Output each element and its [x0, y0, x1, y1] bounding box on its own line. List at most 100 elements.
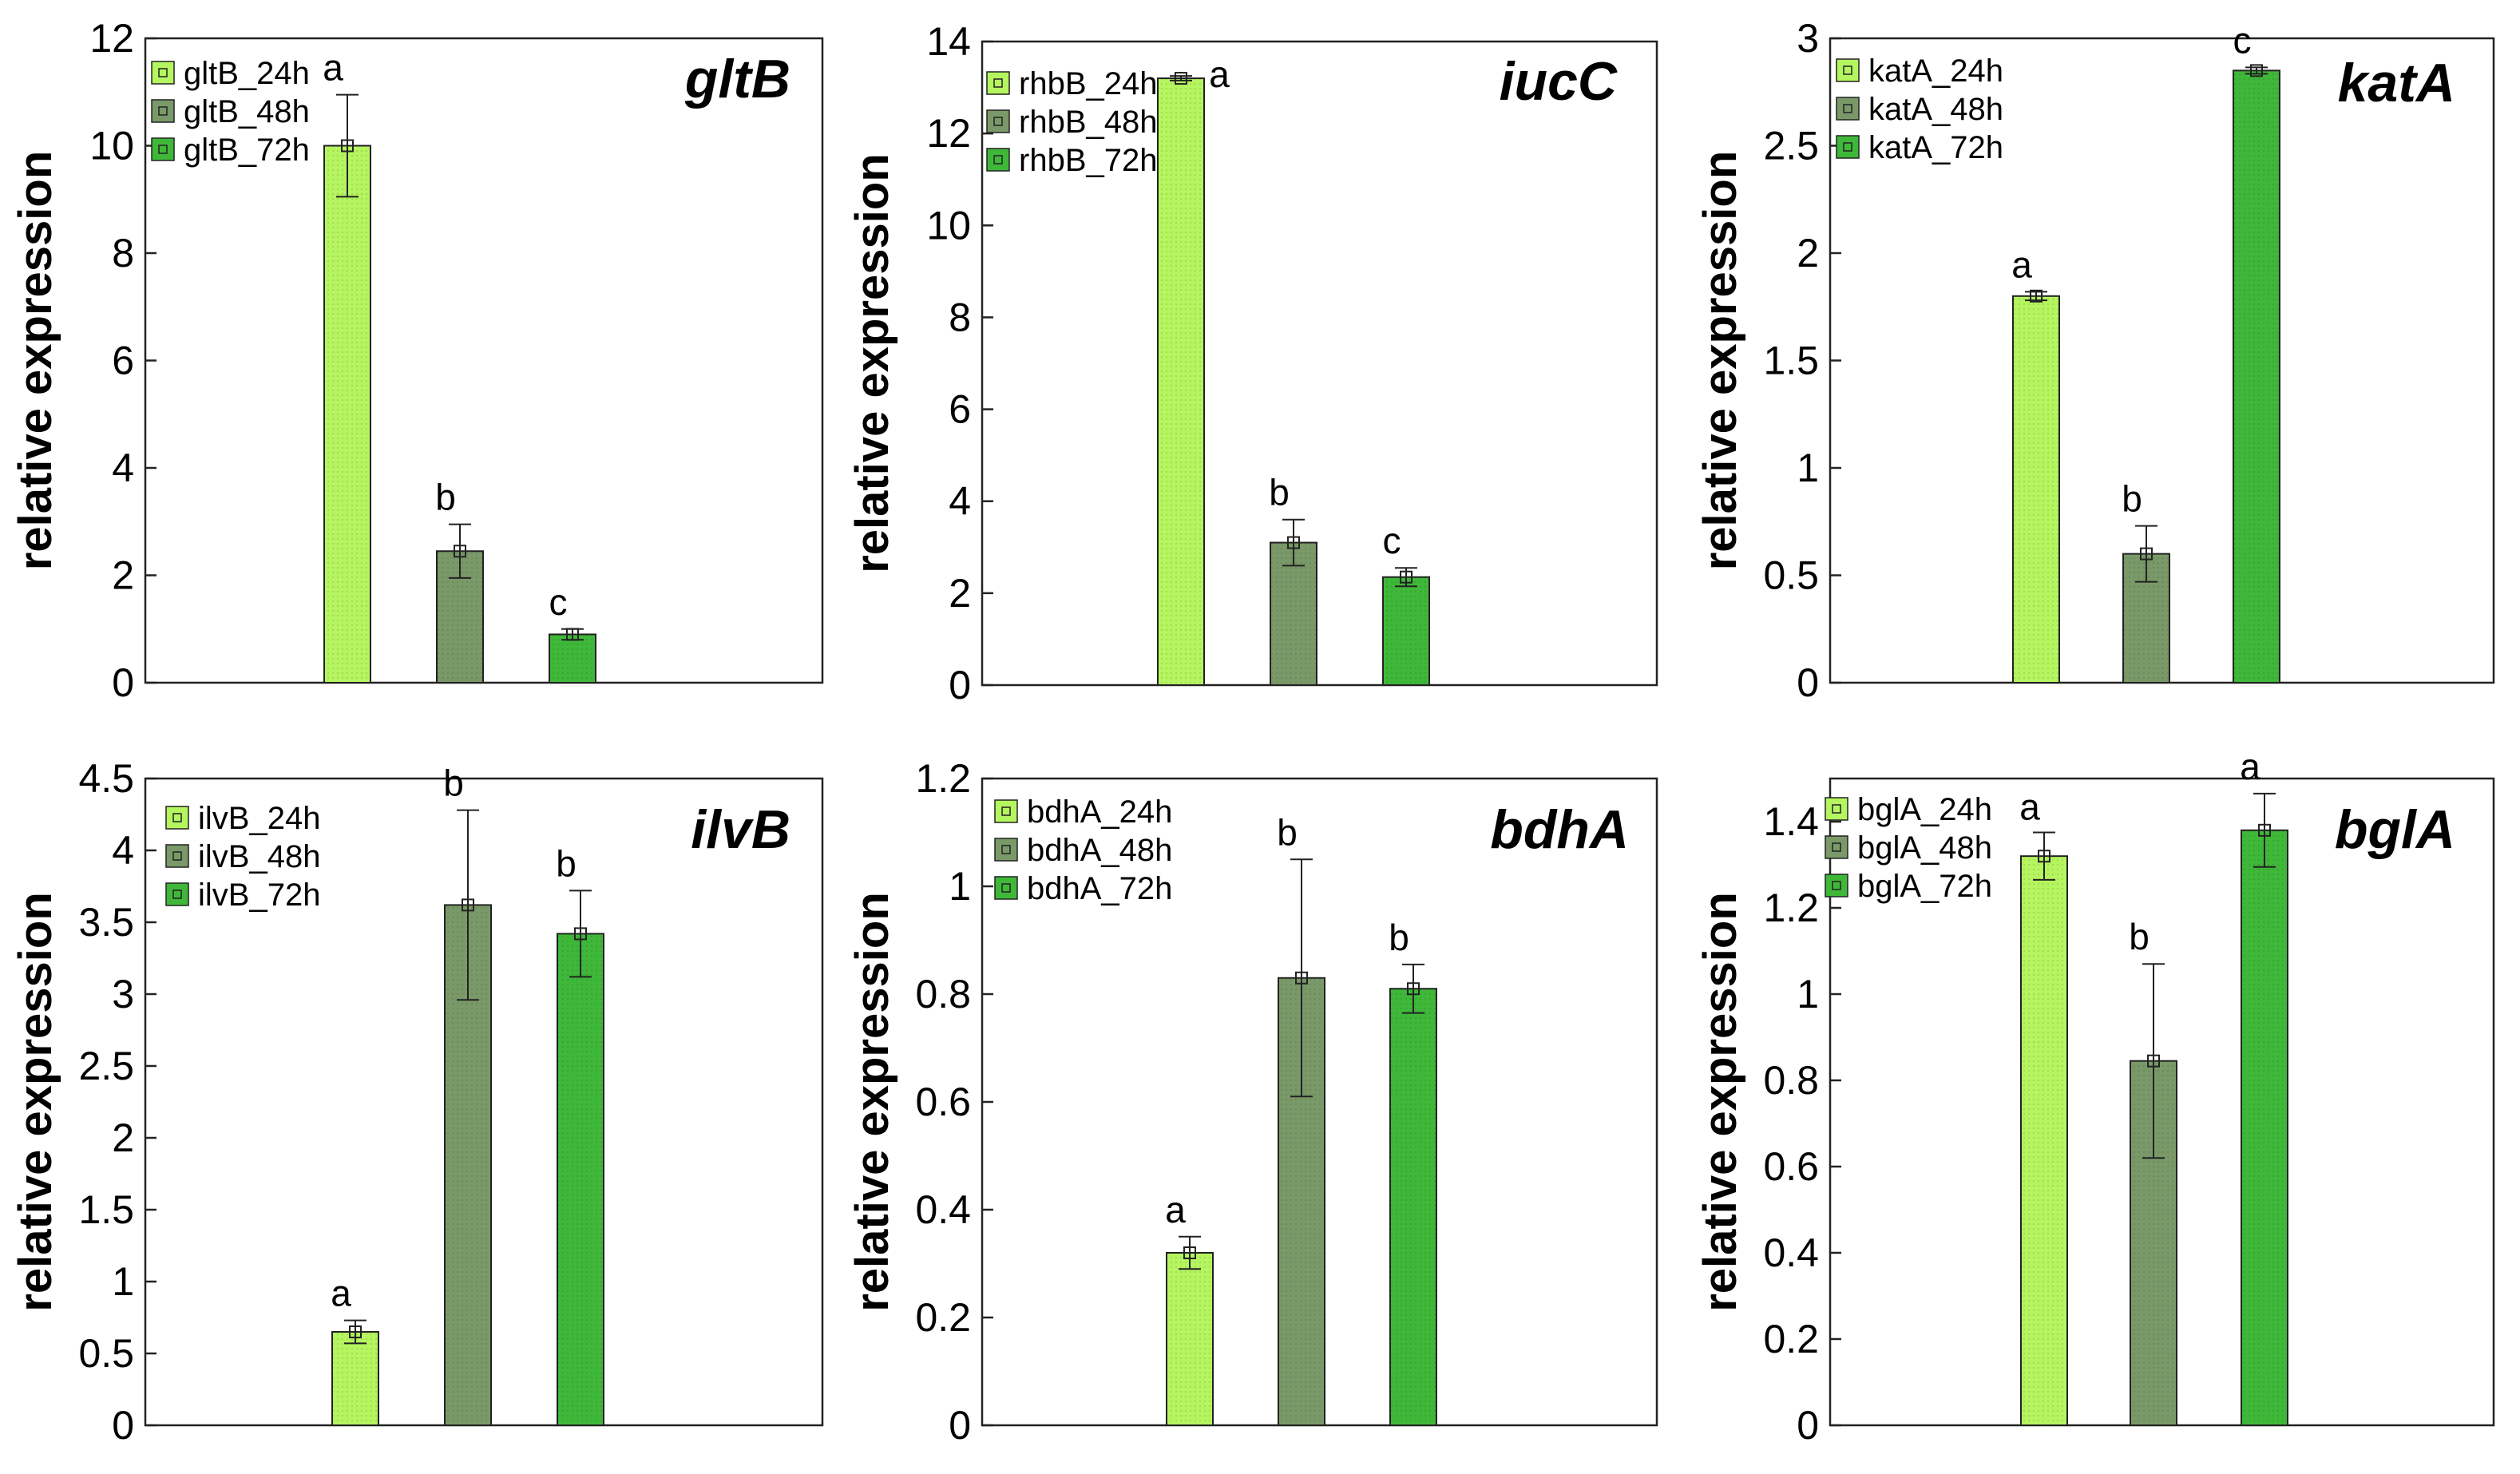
y-axis-label: relative expression	[846, 892, 898, 1312]
y-tick-label: 1.2	[1763, 886, 1819, 930]
y-tick-label: 0	[949, 663, 971, 707]
legend-swatch	[165, 806, 189, 830]
legend-marker	[158, 68, 168, 77]
legend-entry: bdhA_24h	[1027, 794, 1172, 830]
y-tick-label: 12	[926, 111, 971, 156]
legend-swatch	[165, 882, 189, 906]
legend-entry: bglA_24h	[1857, 792, 1992, 827]
y-tick-label: 6	[112, 339, 134, 383]
legend-marker	[172, 851, 182, 861]
legend-entry: katA_24h	[1868, 53, 2003, 89]
legend-entry: rhbB_24h	[1019, 66, 1157, 101]
chart-panel-iucC: 0 2 4 6 8 10 12 14 relative expression iucC a b c rhb…	[846, 19, 1658, 707]
y-tick-label: 6	[949, 387, 971, 432]
y-tick-label: 10	[926, 203, 971, 248]
y-axis-label: relative expression	[10, 892, 61, 1312]
bar-texture	[1158, 78, 1204, 686]
mean-marker	[2147, 1054, 2160, 1068]
legend-marker	[1832, 842, 1841, 852]
significance-letter: c	[2233, 19, 2252, 61]
significance-letter: a	[323, 47, 343, 89]
significance-letter: a	[1165, 1189, 1186, 1230]
legend-marker	[1832, 881, 1841, 890]
significance-letter: a	[2011, 244, 2032, 285]
significance-letter: b	[1269, 472, 1290, 513]
mean-marker	[1287, 536, 1300, 549]
chart-panel-bdhA: 0 0.2 0.4 0.6 0.8 1 1.2 relative expression bdhA…	[846, 756, 1658, 1448]
significance-letter: c	[1383, 520, 1401, 561]
legend-swatch	[994, 876, 1018, 900]
bar-texture	[332, 1332, 378, 1425]
legend-entry: gltB_72h	[184, 133, 310, 168]
bar-texture	[2013, 295, 2059, 683]
y-tick-label: 10	[89, 124, 134, 168]
significance-letter: b	[443, 763, 464, 804]
mean-marker	[1175, 72, 1187, 85]
legend-swatch	[986, 71, 1010, 95]
y-tick-label: 2	[949, 571, 971, 616]
bar-texture	[2241, 830, 2288, 1425]
chart-title: bglA	[2335, 799, 2455, 860]
y-tick-label: 1	[112, 1259, 134, 1304]
chart-title: iucC	[1500, 51, 1618, 112]
legend-entry: katA_72h	[1868, 130, 2003, 165]
bar-texture	[1167, 1253, 1213, 1425]
chart-panel-bglA: 0 0.2 0.4 0.6 0.8 1 1.2 1.4 relative expression b…	[1694, 746, 2495, 1448]
significance-letter: a	[2240, 746, 2260, 787]
y-tick-label: 2	[112, 553, 134, 598]
y-tick-label: 4	[112, 828, 134, 873]
legend-swatch	[151, 137, 175, 161]
legend-swatch	[1825, 874, 1848, 897]
legend-swatch	[994, 838, 1018, 862]
legend-swatch	[1836, 135, 1860, 159]
bar-texture	[549, 634, 596, 683]
y-tick-label: 4	[112, 446, 134, 490]
significance-letter: b	[556, 842, 577, 884]
y-tick-label: 0	[1797, 1403, 1819, 1448]
y-axis-label: relative expression	[10, 151, 61, 571]
legend-entry: bdhA_48h	[1027, 833, 1172, 868]
y-tick-label: 2	[112, 1115, 134, 1160]
legend-marker	[993, 78, 1003, 88]
mean-marker	[1295, 971, 1308, 985]
legend-entry: ilvB_24h	[198, 801, 320, 836]
mean-marker	[2030, 289, 2043, 303]
significance-letter: b	[1277, 811, 1298, 853]
y-tick-label: 8	[112, 231, 134, 275]
legend-swatch	[1825, 835, 1848, 859]
y-tick-label: 3	[112, 972, 134, 1016]
y-tick-label: 12	[89, 16, 134, 61]
legend-marker	[172, 890, 182, 899]
legend-swatch	[994, 799, 1018, 823]
y-tick-label: 0.6	[915, 1080, 971, 1124]
significance-letter: a	[331, 1273, 351, 1314]
significance-letter: c	[549, 581, 568, 623]
y-tick-label: 1.5	[1763, 339, 1819, 383]
legend-entry: gltB_48h	[184, 94, 310, 129]
legend-swatch	[1825, 797, 1848, 821]
y-tick-label: 3.5	[78, 900, 134, 945]
significance-letter: a	[2019, 787, 2040, 828]
significance-letter: b	[1389, 917, 1409, 958]
y-tick-label: 1.2	[915, 756, 971, 801]
chart-title: katA	[2338, 53, 2455, 113]
bar-texture	[2233, 70, 2280, 684]
y-tick-label: 2	[1797, 231, 1819, 275]
legend-marker	[1843, 104, 1852, 113]
mean-marker	[341, 139, 354, 153]
mean-marker	[1400, 570, 1413, 584]
chart-title: gltB	[684, 49, 790, 109]
legend-entry: rhbB_48h	[1019, 105, 1157, 140]
chart-panel-gltB: 0 2 4 6 8 10 12 relative expression gltB a b c gltB_…	[10, 16, 824, 705]
chart-title: bdhA	[1490, 799, 1629, 860]
y-axis-label: relative expression	[1694, 892, 1746, 1312]
mean-marker	[2140, 547, 2153, 561]
legend-entry: bglA_48h	[1857, 830, 1992, 866]
legend-entry: gltB_24h	[184, 56, 310, 91]
legend-marker	[1843, 65, 1852, 75]
legend-marker	[1843, 142, 1852, 152]
y-tick-label: 14	[926, 19, 971, 64]
y-tick-label: 0	[1797, 660, 1819, 705]
legend-swatch	[151, 61, 175, 85]
y-tick-label: 4.5	[78, 756, 134, 801]
